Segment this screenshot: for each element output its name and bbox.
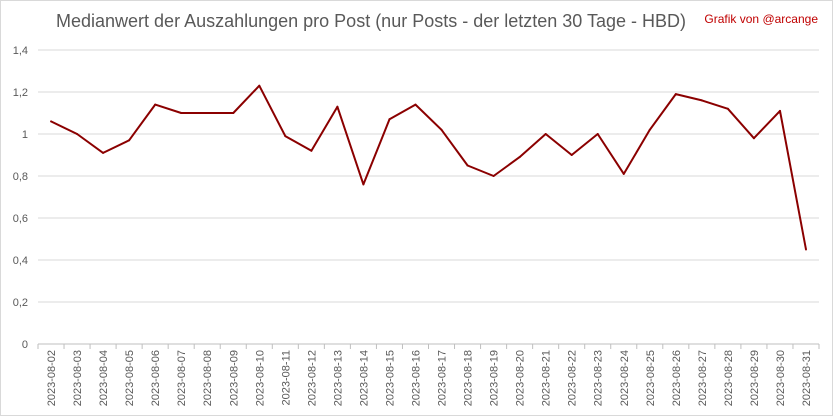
x-tick-label: 2023-08-14 — [358, 350, 370, 406]
data-point — [102, 151, 105, 154]
x-tick-label: 2023-08-02 — [46, 350, 58, 406]
data-point — [648, 128, 651, 131]
x-tick-label: 2023-08-10 — [254, 350, 266, 406]
data-point — [544, 133, 547, 135]
x-tick-label: 2023-08-07 — [176, 350, 188, 406]
x-tick-label: 2023-08-23 — [593, 350, 605, 406]
x-tick-label: 2023-08-12 — [306, 350, 318, 406]
data-point — [180, 112, 183, 114]
x-tick-label: 2023-08-16 — [410, 350, 422, 406]
data-point — [752, 137, 755, 140]
chart-title: Medianwert der Auszahlungen pro Post (nu… — [56, 11, 686, 31]
data-point — [466, 164, 469, 167]
data-point — [492, 175, 495, 177]
x-tick-label: 2023-08-17 — [437, 350, 449, 406]
x-tick-label: 2023-08-31 — [801, 350, 813, 406]
data-point — [622, 172, 625, 175]
y-tick-label: 0 — [22, 339, 28, 351]
data-point — [570, 154, 573, 156]
x-tick-label: 2023-08-22 — [567, 350, 579, 406]
x-tick-label: 2023-08-21 — [541, 350, 553, 406]
data-point — [804, 248, 807, 251]
data-point — [128, 139, 131, 142]
data-point — [726, 107, 729, 110]
series-line — [50, 84, 807, 250]
data-point — [76, 133, 79, 135]
data-point — [232, 112, 235, 114]
data-point — [440, 128, 443, 131]
x-tick-label: 2023-08-04 — [98, 350, 110, 406]
x-tick-label: 2023-08-15 — [384, 350, 396, 406]
data-point — [50, 120, 53, 123]
x-tick-label: 2023-08-29 — [749, 350, 761, 406]
x-tick-label: 2023-08-19 — [489, 350, 501, 406]
x-tick-label: 2023-08-09 — [228, 350, 240, 406]
x-tick-label: 2023-08-24 — [619, 350, 631, 406]
data-point — [700, 99, 703, 102]
data-point — [206, 112, 209, 114]
credit-annotation: Grafik von @arcange — [704, 12, 818, 26]
data-point — [336, 105, 339, 108]
data-point — [258, 84, 261, 87]
x-tick-label: 2023-08-03 — [72, 350, 84, 406]
x-tick-label: 2023-08-18 — [463, 350, 475, 406]
x-tick-label: 2023-08-11 — [280, 350, 292, 405]
x-tick-label: 2023-08-08 — [202, 350, 214, 406]
data-point — [778, 109, 781, 112]
data-point — [414, 103, 417, 106]
x-tick-label: 2023-08-25 — [645, 350, 657, 406]
data-point — [310, 149, 313, 152]
data-point — [388, 118, 391, 121]
data-point — [596, 133, 599, 135]
data-point — [154, 103, 157, 106]
x-tick-label: 2023-08-28 — [723, 350, 735, 406]
x-tick-label: 2023-08-06 — [150, 350, 162, 406]
data-point — [362, 183, 365, 186]
data-point — [518, 156, 521, 159]
y-tick-label: 1,2 — [13, 87, 28, 99]
y-tick-label: 0,2 — [13, 297, 28, 309]
data-point — [674, 93, 677, 96]
y-tick-label: 0,8 — [13, 171, 28, 183]
x-tick-label: 2023-08-26 — [671, 350, 683, 406]
x-tick-label: 2023-08-30 — [775, 350, 787, 406]
x-tick-label: 2023-08-13 — [332, 350, 344, 406]
x-tick-label: 2023-08-20 — [515, 350, 527, 406]
y-tick-label: 0,6 — [13, 213, 28, 225]
y-tick-label: 1 — [22, 129, 28, 141]
data-point — [284, 135, 287, 138]
y-tick-label: 0,4 — [13, 255, 28, 267]
x-tick-label: 2023-08-05 — [124, 350, 136, 406]
x-tick-label: 2023-08-27 — [697, 350, 709, 406]
y-tick-label: 1,4 — [13, 45, 28, 57]
